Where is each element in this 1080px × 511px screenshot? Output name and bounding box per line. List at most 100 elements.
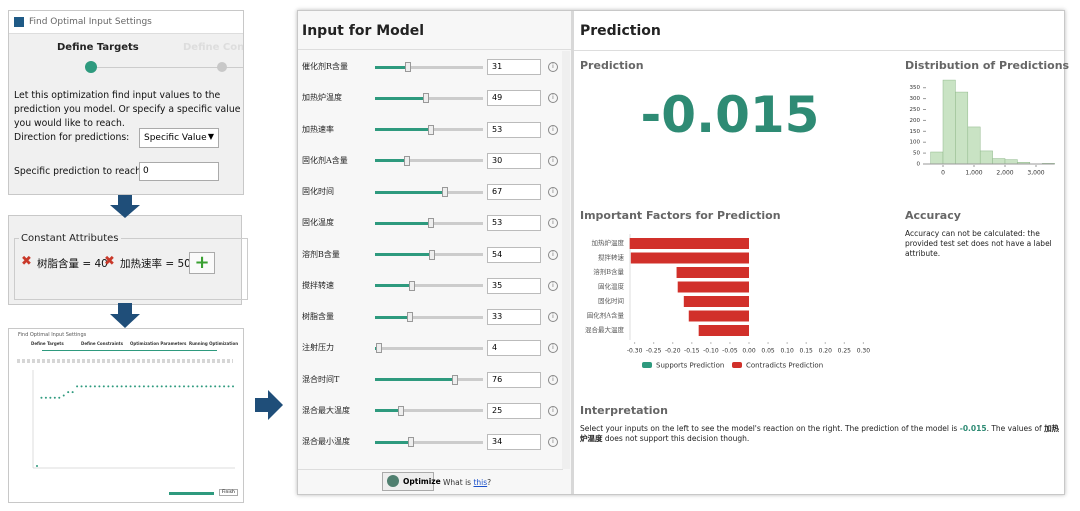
highlight: -0.015	[959, 424, 987, 433]
arrow-down	[110, 303, 140, 328]
input-box[interactable]: 53	[487, 215, 541, 232]
info-icon[interactable]: i	[548, 343, 558, 354]
input-label: 固化剂A含量	[302, 155, 348, 165]
slider-knob[interactable]	[398, 405, 405, 416]
text: Select your inputs on the left to see th…	[580, 424, 960, 433]
input-box[interactable]: 4	[487, 340, 541, 357]
input-box[interactable]: 31	[487, 59, 541, 75]
add-button[interactable]: +	[189, 252, 215, 274]
separator	[298, 49, 571, 50]
interpretation-text: Select your inputs on the left to see th…	[580, 424, 1060, 444]
slider-fill	[375, 96, 427, 100]
description-lines	[17, 359, 233, 363]
slider-track	[375, 409, 483, 413]
remove-icon[interactable]: ✖	[21, 254, 32, 269]
info-icon[interactable]: i	[548, 93, 558, 104]
slider-knob[interactable]	[423, 93, 430, 104]
pane-title: Input for Model	[302, 23, 425, 39]
input-label: 加热速率	[302, 124, 334, 134]
slider-knob[interactable]	[407, 437, 414, 447]
input-label: 加热炉温度	[302, 93, 342, 103]
optimize-icon	[387, 475, 399, 487]
slider-fill	[375, 315, 410, 319]
input-label: 树脂含量	[302, 312, 334, 321]
input-box[interactable]: 25	[487, 402, 541, 419]
input-box[interactable]: 33	[487, 309, 541, 325]
step-label: Define Constraints	[81, 341, 123, 346]
input-label: 催化剂R含量	[302, 62, 349, 71]
slider-track	[375, 159, 483, 163]
info-icon[interactable]: i	[548, 437, 558, 447]
step-dot[interactable]	[85, 61, 97, 73]
title-bar	[9, 11, 243, 34]
section-title: Distribution of Predictions	[905, 59, 1070, 72]
section-title: Important Factors for Prediction	[580, 209, 781, 222]
info-icon[interactable]: i	[548, 312, 558, 322]
input-box[interactable]: 67	[487, 184, 541, 200]
step-label: Define Targets	[57, 42, 139, 53]
info-icon[interactable]: i	[548, 280, 558, 291]
target-label: Specific prediction to reach:	[14, 166, 145, 177]
input-box[interactable]: 34	[487, 434, 541, 450]
info-icon[interactable]: i	[548, 249, 558, 260]
help-text: What is this?	[443, 478, 491, 487]
info-icon[interactable]: i	[548, 187, 558, 197]
scrollbar[interactable]	[562, 51, 570, 469]
arrow-right	[255, 390, 283, 420]
input-label: 搅拌转速	[302, 280, 334, 290]
constant-item: 加热速率 = 50	[120, 258, 191, 270]
info-icon[interactable]: i	[548, 124, 558, 135]
slider-track	[375, 65, 483, 69]
slider-knob[interactable]	[406, 312, 413, 322]
input-box[interactable]: 53	[487, 121, 541, 138]
step-line	[42, 350, 217, 351]
slider-knob[interactable]	[403, 155, 410, 166]
slider-knob[interactable]	[408, 280, 415, 291]
info-icon[interactable]: i	[548, 374, 558, 385]
input-box[interactable]: 54	[487, 246, 541, 263]
input-box[interactable]: 35	[487, 277, 541, 294]
direction-dropdown[interactable]: Specific Value ▼	[139, 128, 219, 148]
step-label: Define Constr	[183, 42, 243, 53]
slider-fill	[375, 440, 411, 444]
remove-icon[interactable]: ✖	[104, 254, 115, 269]
slider-knob[interactable]	[451, 374, 458, 385]
info-icon[interactable]: i	[548, 62, 558, 72]
slider-fill	[375, 253, 432, 256]
separator	[298, 469, 563, 470]
section-title: Prediction	[580, 59, 644, 72]
window-title: Find Optimal Input Settings	[18, 332, 87, 338]
text: . The values of	[986, 424, 1045, 433]
slider-knob[interactable]	[427, 218, 434, 229]
slider-fill	[375, 378, 455, 381]
info-icon[interactable]: i	[548, 155, 558, 166]
input-box[interactable]: 30	[487, 152, 541, 169]
input-box[interactable]: 76	[487, 371, 541, 388]
input-box[interactable]: 49	[487, 90, 541, 107]
separator	[574, 50, 1064, 51]
slider-track	[375, 284, 483, 288]
pane-divider[interactable]	[571, 11, 574, 494]
slider-knob[interactable]	[427, 124, 434, 135]
target-input[interactable]: 0	[139, 162, 219, 181]
slider-knob[interactable]	[404, 62, 411, 72]
highlight: 加热炉温度	[580, 424, 1060, 443]
help-link[interactable]: this	[473, 478, 488, 487]
slider-knob[interactable]	[442, 187, 449, 197]
input-label: 注射压力	[302, 343, 334, 353]
input-label: 混合最大温度	[302, 405, 350, 415]
accuracy-text: Accuracy can not be calculated: the prov…	[905, 229, 1052, 258]
step-dot[interactable]	[217, 62, 227, 72]
slider-knob[interactable]	[376, 343, 383, 354]
finish-button[interactable]: Finish	[219, 489, 238, 496]
direction-label: Direction for predictions:	[14, 132, 130, 143]
slider-fill	[375, 128, 431, 131]
progress-bar	[169, 492, 214, 495]
info-icon[interactable]: i	[548, 405, 558, 416]
slider-knob[interactable]	[428, 249, 435, 260]
optimize-button[interactable]: Optimize	[382, 472, 441, 491]
constraints-window: Constant Attributes ✖ 树脂含量 = 40 ✖ 加热速率 =…	[8, 215, 248, 305]
group-title: Constant Attributes	[19, 233, 121, 244]
info-icon[interactable]: i	[548, 218, 558, 229]
input-label: 溶剂B含量	[302, 249, 340, 259]
